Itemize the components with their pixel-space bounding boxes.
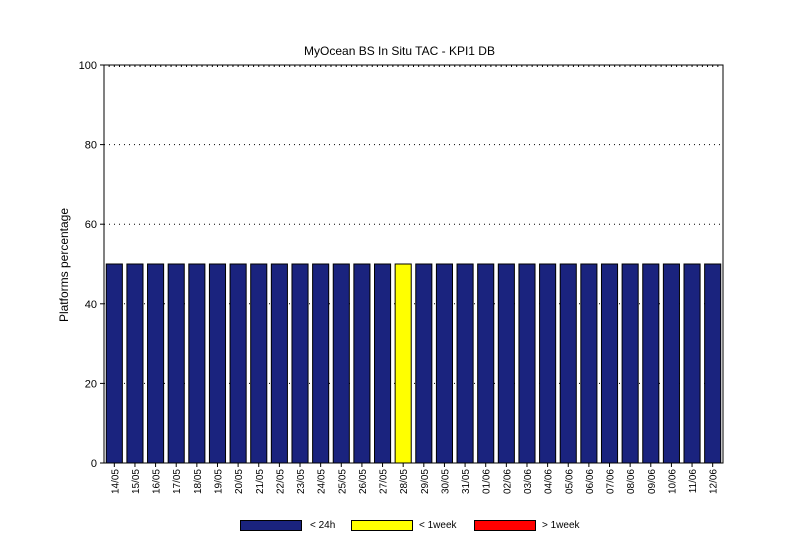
bar-09-06-s0: [642, 263, 660, 464]
x-tick-label: 27/05: [379, 469, 390, 494]
bar-20-05-s0: [229, 263, 247, 464]
x-tick-label: 17/05: [172, 469, 183, 494]
bar-23-05-s0: [291, 263, 309, 464]
y-tick-label: 60: [85, 219, 97, 231]
bar-03-06-s0: [518, 263, 536, 464]
bar-11-06-s0: [683, 263, 701, 464]
legend-swatch-gt1week: [474, 520, 536, 531]
bar-19-05-s0: [208, 263, 227, 464]
x-tick-label: 08/06: [626, 469, 637, 494]
x-tick-label: 29/05: [420, 469, 431, 494]
y-tick-label: 20: [85, 378, 97, 390]
x-tick-label: 23/05: [296, 469, 307, 494]
x-tick-label: 18/05: [193, 469, 204, 494]
y-tick-label: 80: [85, 140, 97, 152]
bar-31-05-s0: [456, 263, 474, 464]
legend: < 24h < 1week > 1week: [0, 519, 799, 533]
plot-area: [103, 64, 724, 464]
bar-30-05-s0: [435, 263, 453, 464]
x-tick-label: 31/05: [461, 469, 472, 494]
legend-label-gt1week: > 1week: [542, 520, 580, 531]
bar-01-06-s0: [477, 263, 495, 464]
bar-29-05-s0: [415, 263, 433, 464]
legend-label-lt1week: < 1week: [419, 520, 457, 531]
x-tick-label: 22/05: [275, 469, 286, 494]
x-tick-label: 30/05: [440, 469, 451, 494]
x-tick-label: 05/06: [564, 469, 575, 494]
x-tick-label: 20/05: [234, 469, 245, 494]
y-tick-label: 40: [85, 299, 97, 311]
bar-06-06-s0: [580, 263, 598, 464]
bar-18-05-s0: [188, 263, 206, 464]
x-tick-label: 02/06: [502, 469, 513, 494]
x-tick-label: 09/06: [647, 469, 658, 494]
bar-07-06-s0: [600, 263, 619, 464]
chart-title: MyOcean BS In Situ TAC - KPI1 DB: [304, 44, 495, 58]
bar-28-05-s1: [394, 263, 412, 464]
legend-swatch-lt24h: [240, 520, 302, 531]
x-tick-label: 26/05: [358, 469, 369, 494]
bar-04-06-s0: [539, 263, 557, 464]
x-tick-label: 21/05: [255, 469, 266, 494]
x-tick-label: 01/06: [482, 469, 493, 494]
bar-21-05-s0: [250, 263, 268, 464]
bar-08-06-s0: [621, 263, 639, 464]
x-tick-label: 14/05: [110, 469, 121, 494]
x-tick-label: 19/05: [213, 469, 224, 494]
bar-05-06-s0: [559, 263, 577, 464]
x-tick-label: 25/05: [337, 469, 348, 494]
bar-12-06-s0: [704, 263, 722, 464]
x-tick-label: 10/06: [667, 469, 678, 494]
legend-label-lt24h: < 24h: [310, 520, 336, 531]
x-tick-label: 12/06: [709, 469, 720, 494]
bar-17-05-s0: [167, 263, 185, 464]
x-tick-label: 03/06: [523, 469, 534, 494]
x-tick-label: 11/06: [688, 469, 699, 494]
x-tick-label: 15/05: [131, 469, 142, 494]
y-tick-label: 0: [91, 458, 97, 470]
bar-25-05-s0: [332, 263, 350, 464]
x-tick-label: 07/06: [606, 469, 617, 494]
x-tick-label: 24/05: [317, 469, 328, 494]
bar-24-05-s0: [312, 263, 330, 464]
y-tick-label: 100: [79, 60, 97, 72]
x-tick-label: 28/05: [399, 469, 410, 494]
bar-27-05-s0: [374, 263, 392, 464]
bar-22-05-s0: [270, 263, 288, 464]
bar-14-05-s0: [105, 263, 123, 464]
bar-02-06-s0: [497, 263, 515, 464]
bar-10-06-s0: [662, 263, 680, 464]
x-tick-label: 06/06: [585, 469, 596, 494]
bar-15-05-s0: [126, 263, 144, 464]
bar-16-05-s0: [147, 263, 165, 464]
legend-swatch-lt1week: [351, 520, 413, 531]
x-tick-label: 04/06: [544, 469, 555, 494]
x-tick-label: 16/05: [152, 469, 163, 494]
bar-26-05-s0: [353, 263, 371, 464]
